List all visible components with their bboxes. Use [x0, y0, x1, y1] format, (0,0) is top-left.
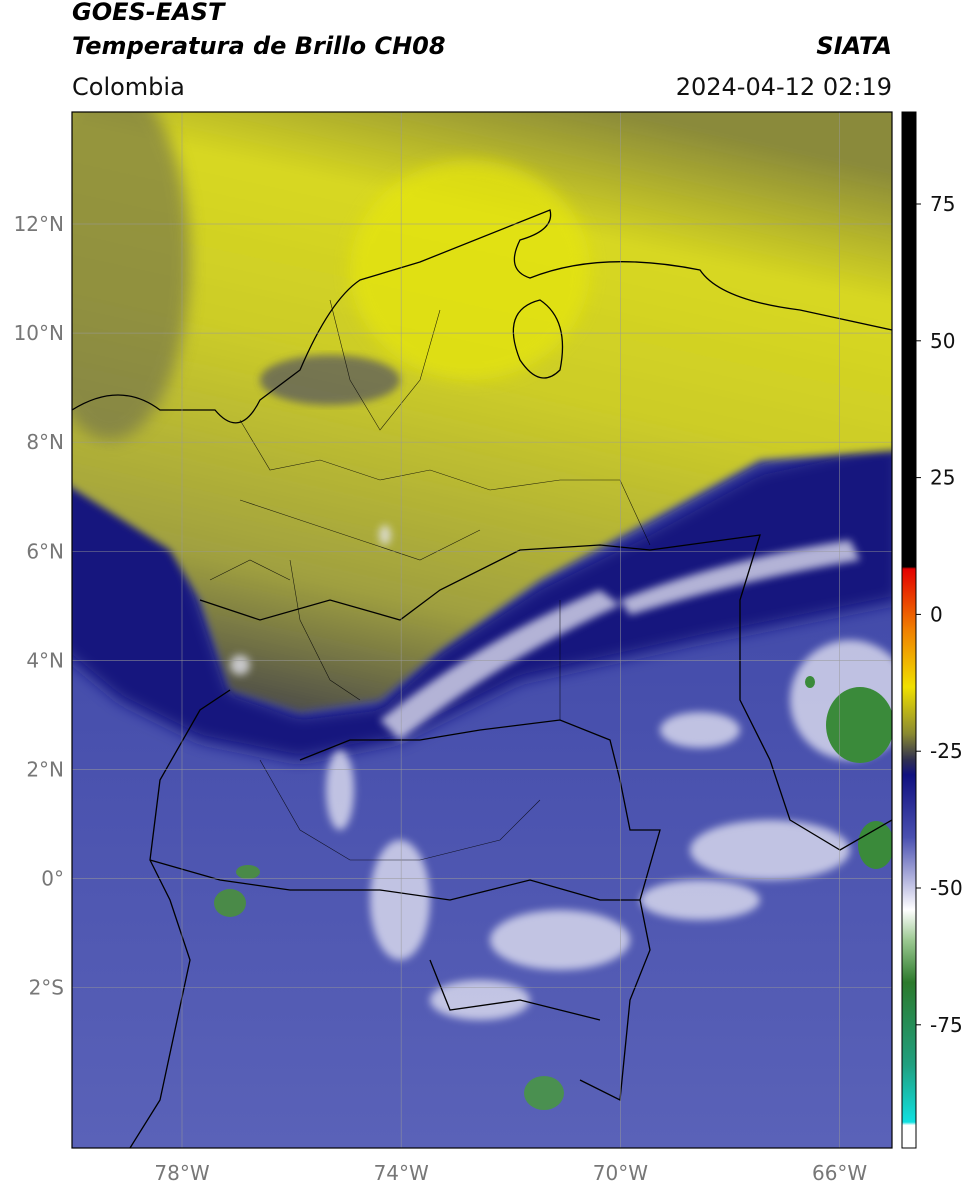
satellite-image	[72, 112, 892, 1148]
colorbar-label: -50	[930, 876, 963, 900]
colorbar-label: 25	[930, 466, 955, 490]
green-cores	[214, 676, 892, 1110]
graticule	[72, 112, 892, 1148]
source: SIATA	[816, 32, 892, 60]
subtitle: Temperatura de Brillo CH08	[72, 32, 446, 60]
colorbar	[901, 111, 917, 1149]
colorbar-label: 50	[930, 329, 955, 353]
lat-label: 10°N	[14, 321, 64, 345]
lon-label: 66°W	[812, 1161, 867, 1185]
lat-label: 4°N	[26, 648, 64, 672]
lat-label: 12°N	[14, 212, 64, 236]
colorbar-label: -25	[930, 739, 963, 763]
lat-label: 6°N	[26, 539, 64, 563]
gray-area	[72, 112, 190, 440]
colorbar-label: 75	[930, 192, 955, 216]
lat-label: 0°	[41, 867, 64, 891]
region: Colombia	[72, 73, 185, 101]
lat-label: 2°S	[29, 976, 64, 1000]
datetime: 2024-04-12 02:19	[676, 73, 892, 101]
lon-label: 70°W	[593, 1161, 648, 1185]
lat-label: 2°N	[26, 758, 64, 782]
lon-label: 78°W	[154, 1161, 209, 1185]
cold-patch	[260, 355, 400, 405]
lon-label: 74°W	[374, 1161, 429, 1185]
colorbar-label: 0	[930, 602, 943, 626]
department-lines	[209, 299, 651, 861]
map-frame	[71, 111, 893, 1149]
navy-band	[72, 441, 892, 760]
colorbar-label: -75	[930, 1013, 963, 1037]
warm-region	[72, 112, 892, 712]
warm-core	[350, 160, 590, 380]
title: GOES-EAST	[72, 0, 226, 26]
lat-label: 8°N	[26, 430, 64, 454]
borders	[72, 209, 892, 1148]
